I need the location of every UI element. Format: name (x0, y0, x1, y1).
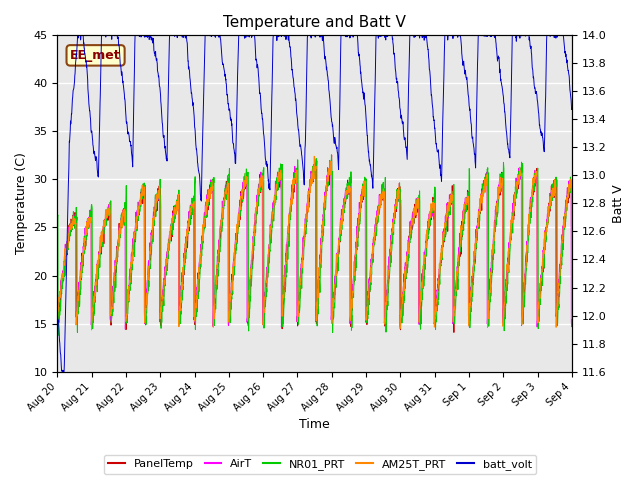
Legend: PanelTemp, AirT, NR01_PRT, AM25T_PRT, batt_volt: PanelTemp, AirT, NR01_PRT, AM25T_PRT, ba… (104, 455, 536, 474)
Y-axis label: Temperature (C): Temperature (C) (15, 153, 28, 254)
Text: EE_met: EE_met (70, 49, 121, 62)
Title: Temperature and Batt V: Temperature and Batt V (223, 15, 406, 30)
Y-axis label: Batt V: Batt V (612, 184, 625, 223)
X-axis label: Time: Time (300, 419, 330, 432)
